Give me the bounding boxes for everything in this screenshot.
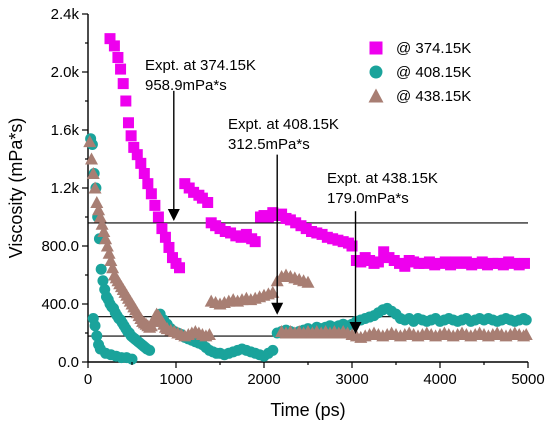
arrowhead-icon [167, 208, 180, 221]
data-point [97, 225, 111, 237]
data-point [125, 130, 137, 142]
data-point [99, 232, 113, 245]
x-tick-label: 2000 [247, 371, 280, 388]
annotation-text: 958.9mPa*s [145, 77, 227, 94]
x-tick-label: 0 [84, 371, 92, 388]
arrowhead-icon [349, 322, 362, 335]
data-point [378, 246, 390, 258]
data-point [144, 344, 156, 356]
data-point [145, 188, 157, 200]
data-point [301, 275, 315, 288]
y-tick-label: 0.0 [58, 354, 79, 371]
data-point [115, 63, 127, 75]
data-point [120, 95, 132, 107]
annotation-text: 179.0mPa*s [327, 190, 409, 207]
data-point [117, 78, 129, 90]
legend-marker [368, 88, 384, 103]
legend-label: @ 408.15K [396, 64, 471, 81]
data-point [112, 52, 124, 63]
data-point [163, 241, 175, 253]
y-tick-label: 2.0k [51, 64, 80, 81]
data-point [135, 157, 147, 169]
legend-label: @ 438.15K [396, 88, 471, 105]
y-tick-label: 1.6k [51, 122, 80, 139]
x-tick-label: 1000 [159, 371, 192, 388]
data-point [92, 203, 106, 216]
data-point [108, 40, 120, 52]
annotations: Expt. at 374.15K 958.9mPa*s Expt. at 408.1… [145, 57, 438, 335]
legend-label: @ 374.15K [396, 40, 471, 57]
data-point [86, 167, 100, 179]
data-point [100, 239, 114, 252]
data-point [90, 196, 104, 208]
data-point [95, 263, 107, 275]
legend-marker [369, 65, 383, 79]
series-triangle [83, 135, 533, 343]
data-point [518, 257, 530, 269]
annotation-text: Expt. at 438.15K [327, 170, 438, 187]
arrowhead-icon [271, 302, 284, 315]
axes: Time (ps) Viscosity (mPa*s) 0 1000 2000 300… [6, 6, 545, 420]
y-axis-title: Viscosity (mPa*s) [6, 118, 26, 259]
data-point [104, 33, 116, 45]
data-point [106, 261, 120, 274]
data-point [166, 252, 178, 264]
data-point [149, 199, 161, 211]
x-tick-label: 5000 [511, 371, 544, 388]
data-point [174, 262, 186, 274]
y-tick-label: 2.4k [51, 6, 80, 23]
series-square [104, 33, 530, 274]
data-point [126, 353, 138, 365]
data-point [346, 240, 358, 252]
x-tick-label: 3000 [335, 371, 368, 388]
data-point [128, 141, 140, 153]
annotation-text: 312.5mPa*s [228, 136, 310, 153]
legend: @ 374.15K @ 408.15K @ 438.15K [368, 40, 471, 105]
data-point [202, 197, 214, 208]
data-point [102, 246, 116, 259]
data-point [138, 168, 150, 179]
data-point [520, 314, 532, 326]
data-point [97, 275, 109, 287]
data-point [156, 223, 168, 235]
y-tick-label: 400.0 [41, 296, 79, 313]
x-tick-label: 4000 [423, 371, 456, 388]
data-point [104, 254, 118, 266]
legend-marker [369, 41, 383, 55]
data-point [267, 344, 279, 356]
data-point [249, 236, 261, 248]
y-tick-label: 800.0 [41, 238, 79, 255]
data-point [399, 260, 411, 272]
data-point [95, 217, 109, 230]
data-point [89, 320, 101, 332]
data-point [159, 231, 171, 243]
data-point [83, 135, 97, 148]
data-point [519, 327, 533, 340]
data-point [85, 152, 99, 165]
annotation-text: Expt. at 374.15K [145, 57, 256, 74]
x-axis-title: Time (ps) [270, 400, 345, 420]
data-point [91, 330, 103, 342]
series-layer [83, 33, 533, 365]
data-point [93, 210, 107, 223]
data-point [202, 327, 216, 340]
data-point [142, 178, 154, 190]
data-point [131, 149, 143, 161]
data-point [122, 117, 134, 129]
data-point [88, 181, 102, 194]
data-point [372, 256, 384, 268]
y-tick-label: 1.2k [51, 180, 80, 197]
data-point [266, 285, 280, 298]
annotation-text: Expt. at 408.15K [228, 116, 339, 133]
data-point [152, 211, 164, 223]
